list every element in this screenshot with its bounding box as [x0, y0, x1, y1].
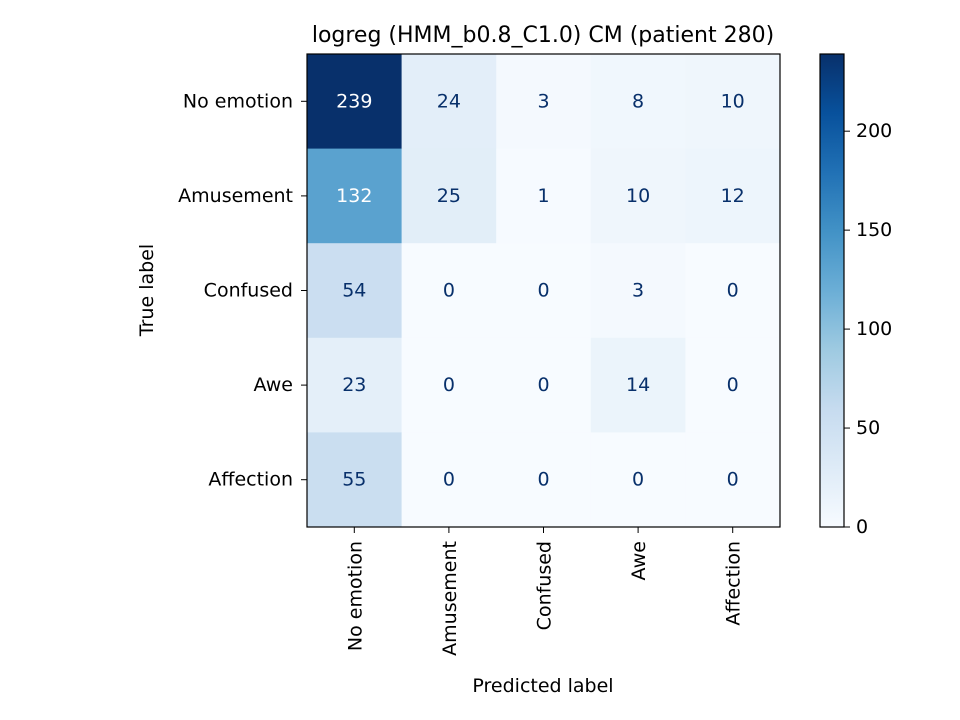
colorbar-tick-label: 150 [856, 219, 892, 241]
matrix-cell [685, 54, 781, 150]
x-axis-label: Predicted label [472, 675, 613, 697]
matrix-cell [685, 148, 781, 244]
cell-value-label: 0 [537, 374, 549, 396]
cell-value-label: 0 [537, 469, 549, 491]
matrix-cell [496, 54, 592, 150]
colorbar-tick-label: 50 [856, 417, 880, 439]
cell-value-label: 12 [721, 185, 745, 207]
matrix-cell [401, 148, 497, 244]
colorbar-tick-label: 0 [856, 516, 868, 538]
matrix-cell [401, 432, 497, 528]
cell-value-label: 55 [342, 469, 366, 491]
cell-value-label: 54 [342, 280, 366, 302]
y-tick-label: Affection [208, 469, 293, 491]
matrix-cell [401, 243, 497, 339]
matrix-cell [307, 148, 403, 244]
cell-value-label: 25 [437, 185, 461, 207]
y-tick-label: No emotion [183, 90, 293, 112]
y-tick-label: Confused [204, 280, 293, 302]
chart-title: logreg (HMM_b0.8_C1.0) CM (patient 280) [312, 23, 774, 48]
matrix-cell [590, 148, 686, 244]
x-tick-label: Confused [534, 541, 556, 630]
matrix-cell [590, 243, 686, 339]
cell-value-label: 239 [336, 90, 372, 112]
matrix-cell [496, 337, 592, 433]
matrix-cell [590, 54, 686, 150]
cell-value-label: 0 [727, 469, 739, 491]
cell-value-label: 14 [626, 374, 650, 396]
cell-value-label: 1 [537, 185, 549, 207]
y-tick-label: Awe [254, 374, 293, 396]
colorbar [819, 53, 845, 528]
matrix-cell [307, 337, 403, 433]
matrix-cell [307, 432, 403, 528]
cell-value-label: 8 [632, 90, 644, 112]
colorbar-tick-label: 200 [856, 120, 892, 142]
matrix-cell [685, 432, 781, 528]
colorbar-tick-label: 100 [856, 318, 892, 340]
y-axis-label: True label [136, 244, 158, 337]
matrix-cell [685, 337, 781, 433]
x-tick-label: Amusement [439, 541, 461, 656]
cell-value-label: 3 [632, 280, 644, 302]
matrix-cell [496, 432, 592, 528]
cell-value-label: 0 [727, 374, 739, 396]
cell-value-label: 10 [626, 185, 650, 207]
cell-value-label: 23 [342, 374, 366, 396]
matrix-cell [590, 337, 686, 433]
matrix-cell [496, 148, 592, 244]
matrix-cell [496, 243, 592, 339]
matrix-cell [307, 54, 403, 150]
matrix-cell [590, 432, 686, 528]
matrix-cell [401, 54, 497, 150]
cell-value-label: 132 [336, 185, 372, 207]
x-axis-ticks: No emotion Amusement Confused Awe Affection [344, 527, 745, 656]
cell-value-label: 0 [727, 280, 739, 302]
cell-value-label: 0 [443, 469, 455, 491]
matrix-cell [401, 337, 497, 433]
x-tick-label: Affection [723, 541, 745, 626]
cell-value-label: 0 [443, 374, 455, 396]
cell-value-label: 0 [537, 280, 549, 302]
matrix-cells: 239 24 3 8 10 132 25 1 10 12 54 0 0 3 0 23 0 0 14 0 55 0 0 0 0 [307, 54, 781, 528]
cell-value-label: 0 [632, 469, 644, 491]
matrix-cell [685, 243, 781, 339]
colorbar-ticks: 0 50 100 150 200 [844, 120, 892, 538]
x-tick-label: No emotion [344, 541, 366, 651]
matrix-cell [307, 243, 403, 339]
cell-value-label: 3 [537, 90, 549, 112]
cell-value-label: 10 [721, 90, 745, 112]
y-axis-ticks: No emotion Amusement Confused Awe Affection [178, 90, 307, 491]
cell-value-label: 24 [437, 90, 461, 112]
x-tick-label: Awe [628, 541, 650, 580]
y-tick-label: Amusement [178, 185, 293, 207]
cell-value-label: 0 [443, 280, 455, 302]
